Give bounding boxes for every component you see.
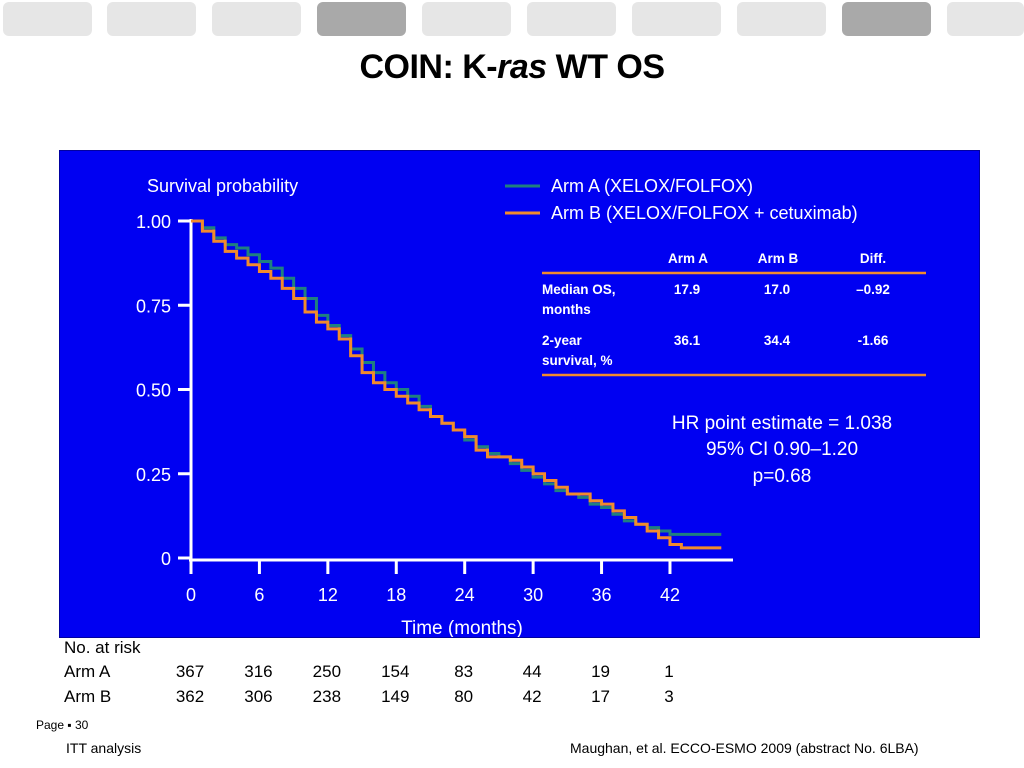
nav-tab — [422, 2, 511, 36]
title-prefix: COIN: K- — [359, 48, 498, 86]
x-tick-label: 30 — [523, 585, 543, 605]
risk-row-label: Arm A — [64, 662, 111, 681]
legend-label-arm-b: Arm B (XELOX/FOLFOX + cetuximab) — [551, 203, 858, 223]
risk-cell: 306 — [244, 687, 273, 706]
stats-cell: 36.1 — [674, 333, 701, 348]
nav-tab-active — [317, 2, 406, 36]
x-axis-label: Time (months) — [401, 618, 523, 637]
risk-row-label: Arm B — [64, 687, 112, 706]
stats-header-diff: Diff. — [860, 251, 886, 266]
nav-tab — [632, 2, 721, 36]
series-line-arm-b — [191, 219, 722, 550]
stats-cell: 34.4 — [764, 333, 791, 348]
stats-row-label: 2-year — [542, 333, 583, 348]
stats-cell: 17.9 — [674, 282, 700, 297]
risk-cell: 149 — [381, 687, 410, 706]
risk-cell: 367 — [175, 662, 205, 681]
risk-cell: 44 — [522, 662, 542, 681]
nav-tab — [947, 2, 1024, 36]
hr-annotation: HR point estimate = 1.038 95% CI 0.90–1.… — [672, 413, 892, 487]
risk-table-title: No. at risk — [64, 638, 141, 657]
risk-cell: 19 — [591, 662, 610, 681]
title-italic: ras — [497, 48, 547, 86]
citation: Maughan, et al. ECCO-ESMO 2009 (abstract… — [570, 740, 919, 756]
risk-cell: 362 — [175, 687, 205, 706]
risk-cell: 250 — [312, 662, 342, 681]
nav-tab — [212, 2, 301, 36]
y-tick-label: 0.50 — [136, 381, 171, 401]
stats-table: Arm A Arm B Diff. Median OS, months 17.9… — [542, 251, 926, 377]
hr-line-1: HR point estimate = 1.038 — [672, 413, 892, 434]
stats-header-arm-a: Arm A — [668, 251, 708, 266]
hr-line-2: 95% CI 0.90–1.20 — [706, 439, 858, 460]
series-line-arm-a — [191, 219, 722, 536]
nav-tab — [3, 2, 92, 36]
nav-tab-active — [842, 2, 931, 36]
stats-header-arm-b: Arm B — [758, 251, 799, 266]
slide-title: COIN: K-ras WT OS — [0, 48, 1024, 87]
top-nav-bar — [0, 2, 1024, 36]
x-tick-label: 0 — [186, 585, 196, 605]
risk-cell: 17 — [591, 687, 610, 706]
stats-row-label: Median OS, — [542, 282, 616, 297]
nav-tab — [107, 2, 196, 36]
y-tick-label: 0.75 — [136, 296, 171, 316]
itt-note: ITT analysis — [66, 740, 142, 756]
risk-cell: 80 — [454, 687, 474, 706]
x-tick-label: 24 — [455, 585, 475, 605]
x-tick-label: 18 — [386, 585, 406, 605]
nav-tab — [527, 2, 616, 36]
y-tick-label: 0 — [161, 549, 171, 569]
risk-cell: 42 — [522, 687, 542, 706]
risk-cell: 3 — [664, 687, 674, 706]
hr-line-3: p=0.68 — [753, 466, 812, 487]
y-tick-label: 0.25 — [136, 465, 171, 485]
stats-cell: –0.92 — [856, 282, 890, 297]
title-suffix: WT OS — [546, 48, 665, 86]
stats-row-label: survival, % — [542, 353, 613, 368]
y-axis-label: Survival probability — [147, 176, 298, 196]
risk-cell: 238 — [312, 687, 342, 706]
x-tick-label: 36 — [592, 585, 612, 605]
chart-panel: 0 0.25 0.50 0.75 1.00 0 6 12 18 24 30 36 42 Survival… — [59, 150, 980, 638]
risk-cell: 1 — [664, 662, 674, 681]
stats-row-label: months — [542, 302, 591, 317]
x-tick-label: 12 — [318, 585, 338, 605]
nav-tab — [737, 2, 826, 36]
stats-cell: -1.66 — [858, 333, 889, 348]
legend-label-arm-a: Arm A (XELOX/FOLFOX) — [551, 176, 753, 196]
risk-cell: 83 — [454, 662, 474, 681]
stats-cell: 17.0 — [764, 282, 790, 297]
page-number: Page ▪ 30 — [36, 718, 89, 732]
risk-cell: 316 — [244, 662, 273, 681]
x-tick-label: 42 — [660, 585, 680, 605]
risk-cell: 154 — [381, 662, 410, 681]
survival-chart: 0 0.25 0.50 0.75 1.00 0 6 12 18 24 30 36 42 Survival… — [136, 176, 926, 637]
x-tick-label: 6 — [254, 585, 264, 605]
y-tick-label: 1.00 — [136, 212, 171, 232]
